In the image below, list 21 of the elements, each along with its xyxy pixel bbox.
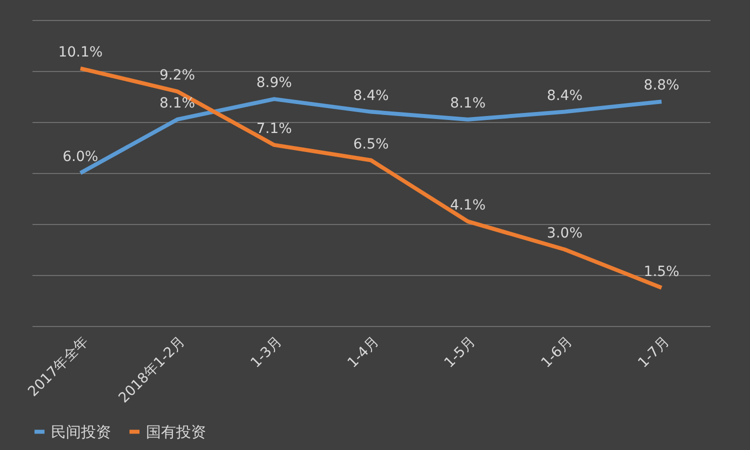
data-label: 4.1% — [450, 197, 486, 214]
x-tick-label: 1-5月 — [442, 334, 479, 372]
data-label: 9.2% — [159, 67, 196, 84]
data-label: 8.4% — [353, 88, 389, 104]
data-label: 8.4% — [546, 88, 583, 104]
x-tick-label: 1-3月 — [248, 334, 286, 372]
data-label: 10.1% — [58, 44, 103, 60]
data-label: 7.1% — [256, 120, 292, 137]
x-tick-label: 1-7月 — [635, 334, 673, 372]
data-label: 8.1% — [450, 95, 486, 112]
data-label: 3.0% — [546, 226, 583, 242]
data-label: 8.9% — [256, 75, 292, 92]
data-label: 8.8% — [644, 78, 680, 94]
x-tick-label: 1-6月 — [538, 334, 576, 372]
x-tick-label: 1-4月 — [344, 334, 382, 372]
legend-label: 民间投资 — [51, 422, 111, 441]
legend-label: 国有投资 — [146, 422, 206, 441]
data-label: 8.1% — [159, 95, 196, 112]
data-label: 6.5% — [353, 136, 389, 152]
data-label: 1.5% — [644, 264, 680, 280]
data-label: 6.0% — [62, 149, 98, 165]
